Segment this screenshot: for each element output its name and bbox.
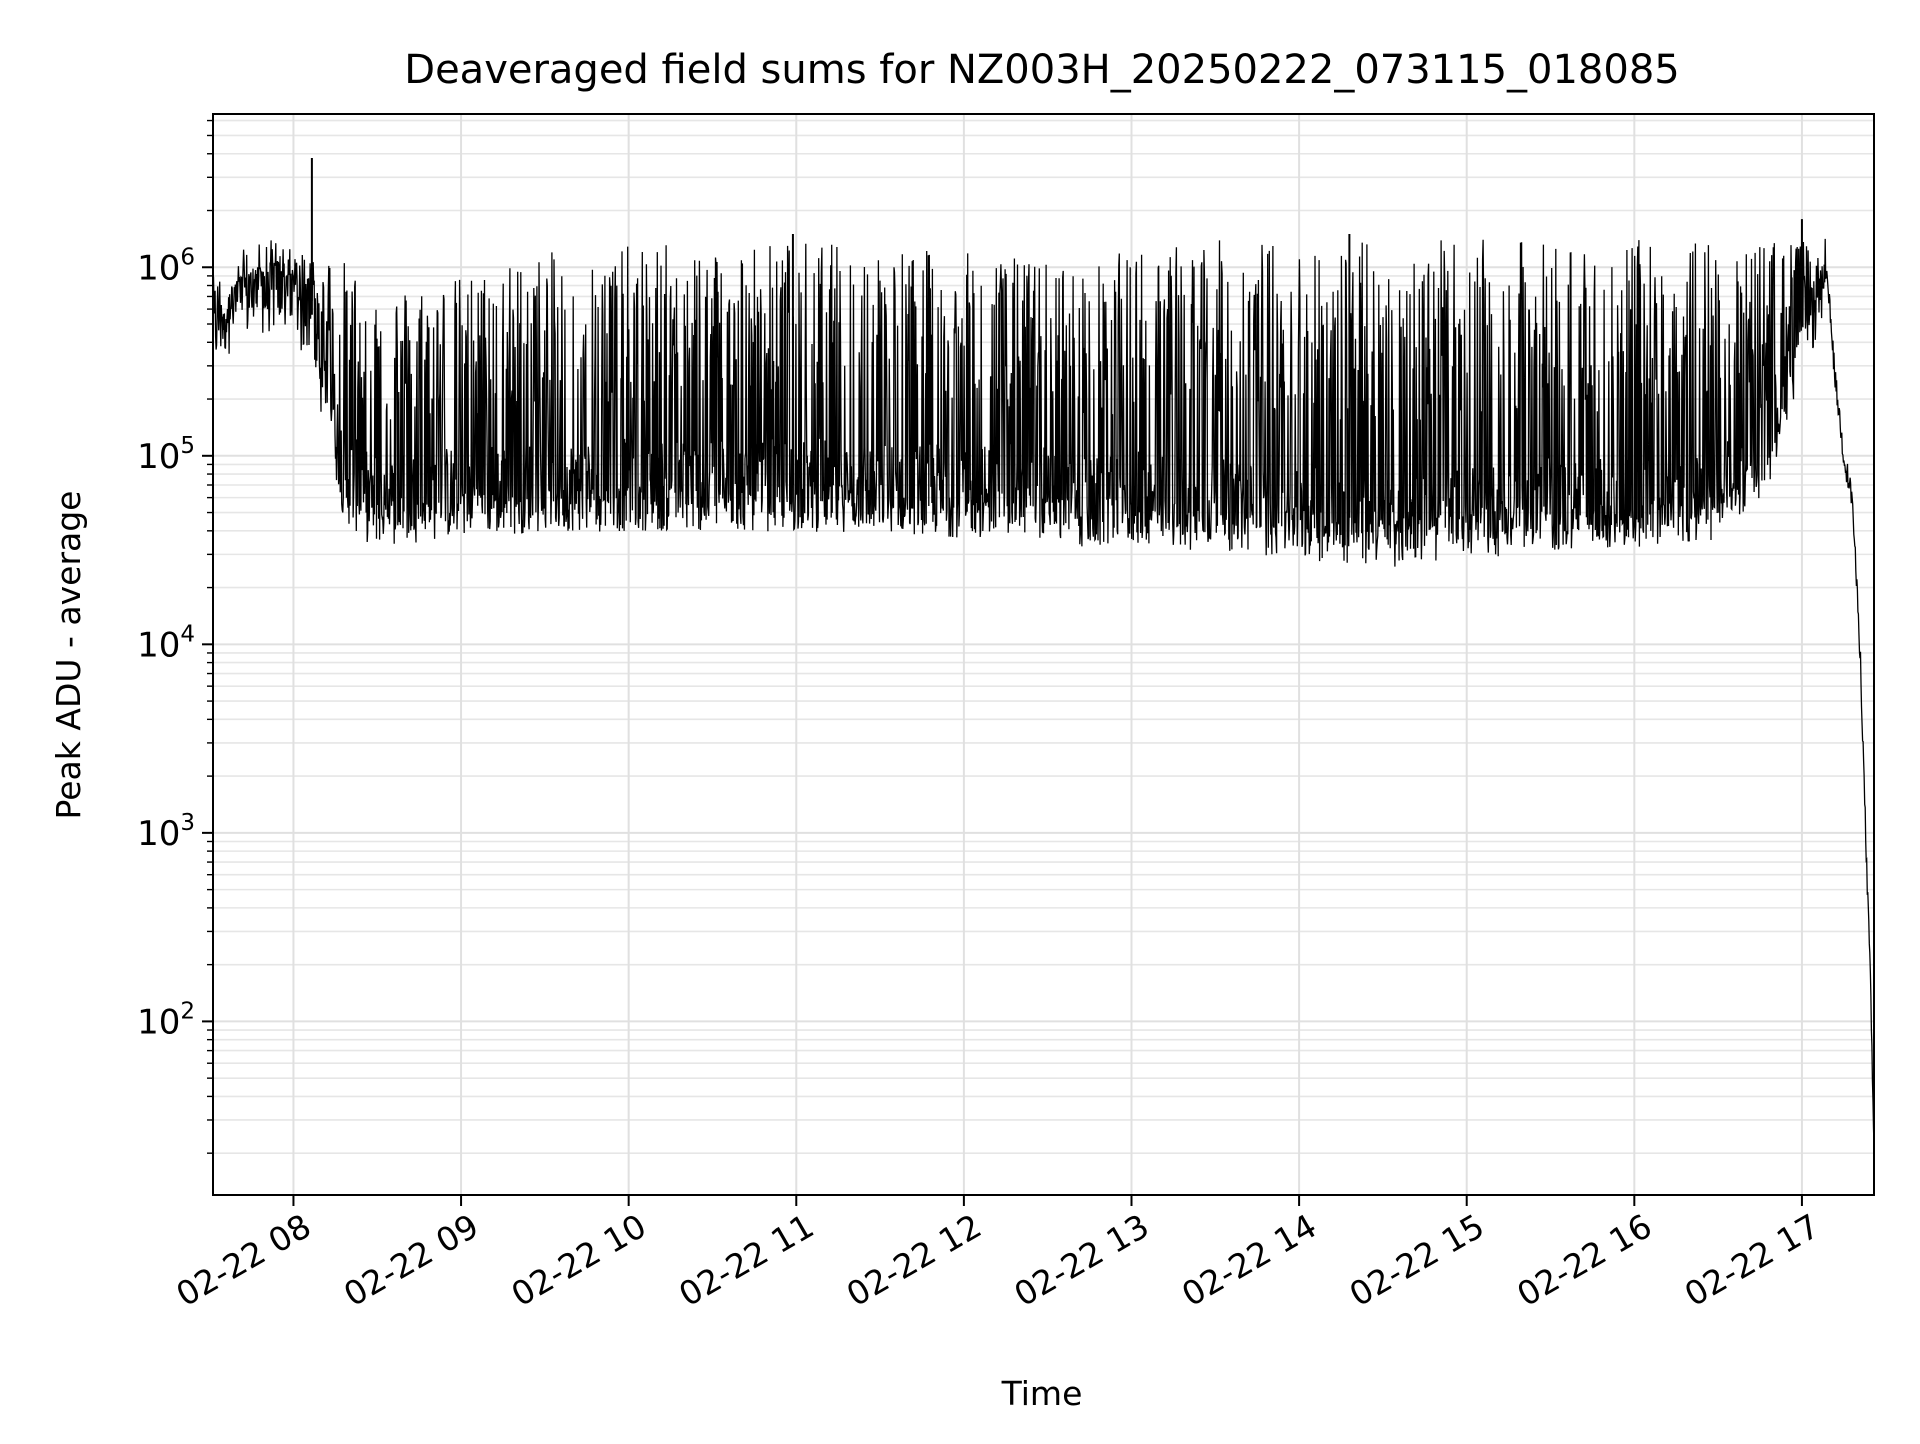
y-tick-label: 105 [137, 433, 195, 477]
series-line [212, 238, 1875, 1146]
x-tick-label: 02-22 14 [1175, 1206, 1323, 1314]
x-tick-label: 02-22 13 [1007, 1206, 1155, 1314]
y-tick-label: 106 [137, 244, 195, 288]
plot-frame [212, 113, 1875, 1196]
y-tick-label: 103 [137, 810, 195, 854]
chart-title: Deaveraged field sums for NZ003H_2025022… [404, 47, 1679, 93]
axes-layer [212, 113, 1875, 1196]
x-tick-label: 02-22 15 [1343, 1206, 1491, 1314]
grid-layer [213, 114, 1874, 1195]
x-axis-label: Time [1001, 1374, 1083, 1413]
y-axis-ticks: 102 103 104 105 106 [137, 119, 213, 1154]
x-tick-label: 02-22 10 [505, 1206, 653, 1314]
x-tick-label: 02-22 12 [840, 1206, 988, 1314]
x-tick-label: 02-22 17 [1678, 1206, 1826, 1314]
x-tick-label: 02-22 09 [337, 1206, 485, 1314]
y-tick-label: 104 [137, 621, 195, 665]
y-tick-label: 102 [137, 998, 195, 1042]
series-layer [212, 157, 1875, 1146]
x-tick-label: 02-22 08 [169, 1206, 317, 1314]
x-tick-label: 02-22 16 [1510, 1206, 1658, 1314]
x-tick-label: 02-22 11 [672, 1206, 820, 1314]
y-axis-label: Peak ADU - average [49, 491, 88, 820]
x-axis-ticks: 02-22 08 02-22 09 02-22 10 02-22 11 02-22 12… [169, 1195, 1826, 1314]
